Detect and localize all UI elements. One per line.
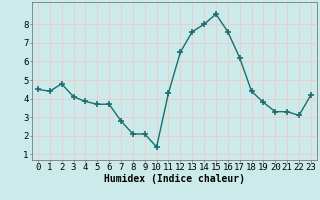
X-axis label: Humidex (Indice chaleur): Humidex (Indice chaleur)	[104, 174, 245, 184]
